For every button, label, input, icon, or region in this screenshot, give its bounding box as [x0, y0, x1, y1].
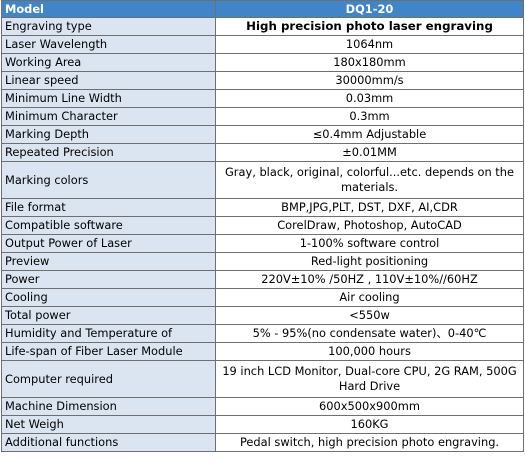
row-label: Minimum Line Width: [1, 89, 216, 108]
table-row: Machine Dimension 600x500x900mm: [1, 397, 524, 416]
row-value: 600x500x900mm: [215, 397, 524, 416]
row-label: Marking colors: [1, 161, 216, 199]
row-label: Life-span of Fiber Laser Module: [1, 342, 216, 361]
row-value: 1-100% software control: [215, 234, 524, 253]
header-model-label: Model: [1, 0, 216, 18]
row-value: 100,000 hours: [215, 342, 524, 361]
table-row: Computer required 19 inch LCD Monitor, D…: [1, 360, 524, 398]
table-row: Cooling Air cooling: [1, 288, 524, 307]
header-model-value: DQ1-20: [215, 0, 524, 18]
row-value: ±0.01MM: [215, 143, 524, 162]
row-value: 0.3mm: [215, 107, 524, 126]
table-row: Repeated Precision ±0.01MM: [1, 143, 524, 162]
row-label: Marking Depth: [1, 125, 216, 144]
row-label: Additional functions: [1, 433, 216, 452]
row-value: High precision photo laser engraving: [215, 17, 524, 36]
table-row: Output Power of Laser 1-100% software co…: [1, 234, 524, 253]
row-label: Minimum Character: [1, 107, 216, 126]
row-label: Machine Dimension: [1, 397, 216, 416]
row-value: Gray, black, original, colorful...etc. d…: [215, 161, 524, 199]
row-label: Compatible software: [1, 216, 216, 235]
header-row: Model DQ1-20: [1, 0, 524, 18]
row-label: Power: [1, 270, 216, 289]
row-value: 180x180mm: [215, 53, 524, 72]
table-row: Net Weigh 160KG: [1, 415, 524, 434]
row-label: Linear speed: [1, 71, 216, 90]
row-value: 0.03mm: [215, 89, 524, 108]
row-label: Repeated Precision: [1, 143, 216, 162]
row-label: Cooling: [1, 288, 216, 307]
spec-table: Model DQ1-20 Engraving type High precisi…: [1, 0, 524, 452]
table-row: Life-span of Fiber Laser Module 100,000 …: [1, 342, 524, 361]
row-label: Laser Wavelength: [1, 35, 216, 54]
row-label: Computer required: [1, 360, 216, 398]
row-value: Air cooling: [215, 288, 524, 307]
row-value: ≤0.4mm Adjustable: [215, 125, 524, 144]
table-row: Marking Depth ≤0.4mm Adjustable: [1, 125, 524, 144]
row-label: Output Power of Laser: [1, 234, 216, 253]
row-label: Working Area: [1, 53, 216, 72]
table-row: Total power <550w: [1, 306, 524, 325]
row-value: Red-light positioning: [215, 252, 524, 271]
row-label: Engraving type: [1, 17, 216, 36]
table-row: Power 220V±10% /50HZ , 110V±10%//60HZ: [1, 270, 524, 289]
table-row: Minimum Line Width 0.03mm: [1, 89, 524, 108]
table-row: File format BMP,JPG,PLT, DST, DXF, AI,CD…: [1, 198, 524, 217]
table-row: Compatible software CorelDraw, Photoshop…: [1, 216, 524, 235]
row-value: 160KG: [215, 415, 524, 434]
table-row: Engraving type High precision photo lase…: [1, 17, 524, 36]
table-row: Working Area 180x180mm: [1, 53, 524, 72]
row-value: 220V±10% /50HZ , 110V±10%//60HZ: [215, 270, 524, 289]
row-label: Humidity and Temperature of: [1, 324, 216, 343]
row-value: 30000mm/s: [215, 71, 524, 90]
table-row: Preview Red-light positioning: [1, 252, 524, 271]
table-row: Laser Wavelength 1064nm: [1, 35, 524, 54]
table-row: Additional functions Pedal switch, high …: [1, 433, 524, 452]
row-label: File format: [1, 198, 216, 217]
row-label: Preview: [1, 252, 216, 271]
table-row: Humidity and Temperature of 5% - 95%(no …: [1, 324, 524, 343]
row-value: Pedal switch, high precision photo engra…: [215, 433, 524, 452]
row-value: 1064nm: [215, 35, 524, 54]
row-label: Net Weigh: [1, 415, 216, 434]
row-value: 19 inch LCD Monitor, Dual-core CPU, 2G R…: [215, 360, 524, 398]
row-label: Total power: [1, 306, 216, 325]
table-row: Linear speed 30000mm/s: [1, 71, 524, 90]
table-row: Minimum Character 0.3mm: [1, 107, 524, 126]
row-value: <550w: [215, 306, 524, 325]
row-value: BMP,JPG,PLT, DST, DXF, AI,CDR: [215, 198, 524, 217]
row-value: 5% - 95%(no condensate water)、0-40℃: [215, 324, 524, 343]
table-row: Marking colors Gray, black, original, co…: [1, 161, 524, 199]
row-value: CorelDraw, Photoshop, AutoCAD: [215, 216, 524, 235]
